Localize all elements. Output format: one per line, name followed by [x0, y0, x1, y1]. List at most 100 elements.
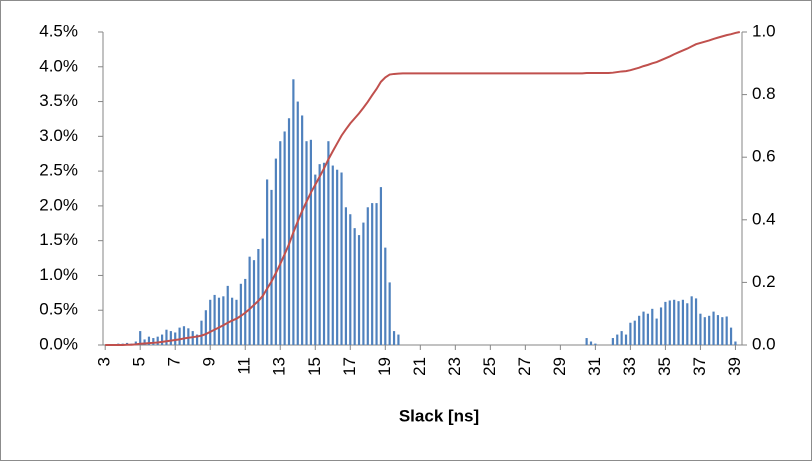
bar — [187, 328, 190, 345]
bar — [139, 331, 142, 345]
bar — [174, 332, 177, 345]
x-tick-label: 17 — [340, 357, 359, 376]
bar — [388, 282, 391, 345]
x-tick-label: 19 — [375, 357, 394, 376]
bar — [633, 320, 636, 345]
bar — [222, 296, 225, 345]
x-tick-label: 15 — [305, 357, 324, 376]
bar — [235, 299, 238, 345]
bar — [217, 297, 221, 345]
bar — [266, 179, 269, 345]
bar — [716, 315, 720, 345]
x-tick-label: 33 — [620, 357, 639, 376]
bar — [257, 249, 260, 345]
bar — [357, 235, 361, 345]
bar — [336, 169, 339, 345]
bar — [699, 313, 702, 345]
bar — [314, 174, 317, 345]
bar — [182, 326, 186, 345]
x-tick-label: 37 — [690, 357, 709, 376]
bar — [331, 165, 334, 345]
y-tick-label: 2.0% — [39, 195, 78, 214]
bar — [292, 79, 295, 345]
y2-tick-label: 1.0 — [752, 21, 776, 40]
bar — [353, 228, 356, 345]
y-tick-label: 3.5% — [39, 91, 78, 110]
x-tick-label: 5 — [130, 357, 149, 366]
bar — [734, 341, 737, 345]
bar — [655, 318, 658, 345]
bar — [611, 338, 614, 345]
bar — [397, 334, 400, 345]
bar — [659, 307, 663, 345]
bar — [725, 316, 728, 345]
x-tick-label: 31 — [585, 357, 604, 376]
bar — [152, 338, 155, 345]
x-tick-label: 39 — [725, 357, 744, 376]
bar — [344, 207, 348, 345]
bar — [668, 300, 671, 345]
bar — [274, 158, 277, 345]
y2-tick-label: 0.6 — [752, 147, 776, 166]
bar — [209, 299, 212, 345]
bar — [594, 343, 597, 345]
y-tick-label: 2.5% — [39, 161, 78, 180]
y-tick-label: 1.0% — [39, 265, 78, 284]
bar — [226, 285, 229, 345]
bar — [327, 141, 330, 345]
bar — [366, 207, 369, 345]
bar — [309, 139, 312, 345]
x-tick-label: 11 — [235, 357, 254, 375]
bar — [673, 299, 676, 345]
bar — [721, 317, 724, 345]
x-tick-label: 3 — [95, 357, 114, 366]
bar — [213, 294, 216, 345]
y-tick-label: 0.0% — [39, 334, 78, 353]
bar — [279, 141, 282, 345]
bar — [379, 187, 383, 345]
x-tick-label: 21 — [410, 357, 429, 376]
bar — [708, 315, 711, 345]
x-tick-label: 7 — [165, 357, 184, 366]
bar — [384, 247, 387, 345]
bar — [165, 329, 168, 345]
bar — [252, 260, 256, 345]
y-tick-label: 0.5% — [39, 300, 78, 319]
y2-tick-label: 0.2 — [752, 272, 776, 291]
bar — [620, 331, 623, 345]
bar — [305, 141, 308, 345]
y-tick-label: 3.0% — [39, 126, 78, 145]
bar — [703, 317, 706, 345]
bar — [196, 334, 199, 345]
x-tick-label: 25 — [480, 357, 499, 376]
x-tick-label: 13 — [270, 357, 289, 376]
bar — [589, 341, 593, 345]
x-tick-label: 29 — [550, 357, 569, 376]
bar — [651, 308, 654, 345]
x-tick-label: 9 — [200, 357, 219, 366]
bar — [301, 115, 304, 345]
bar — [642, 311, 645, 345]
bar — [248, 256, 251, 345]
bar — [318, 164, 321, 345]
bar — [169, 331, 172, 345]
bar — [340, 172, 343, 345]
bar — [375, 203, 378, 345]
bar — [686, 303, 689, 345]
bar — [143, 339, 146, 345]
bar — [287, 118, 291, 345]
bar — [712, 311, 715, 345]
bar — [638, 315, 641, 345]
bar — [270, 189, 273, 345]
bar — [362, 222, 365, 345]
bar — [178, 327, 181, 345]
bar — [694, 298, 698, 345]
bar — [729, 327, 733, 345]
line — [105, 31, 741, 346]
bar — [624, 334, 628, 345]
y2-tick-label: 0.8 — [752, 84, 776, 103]
bar — [239, 283, 242, 345]
